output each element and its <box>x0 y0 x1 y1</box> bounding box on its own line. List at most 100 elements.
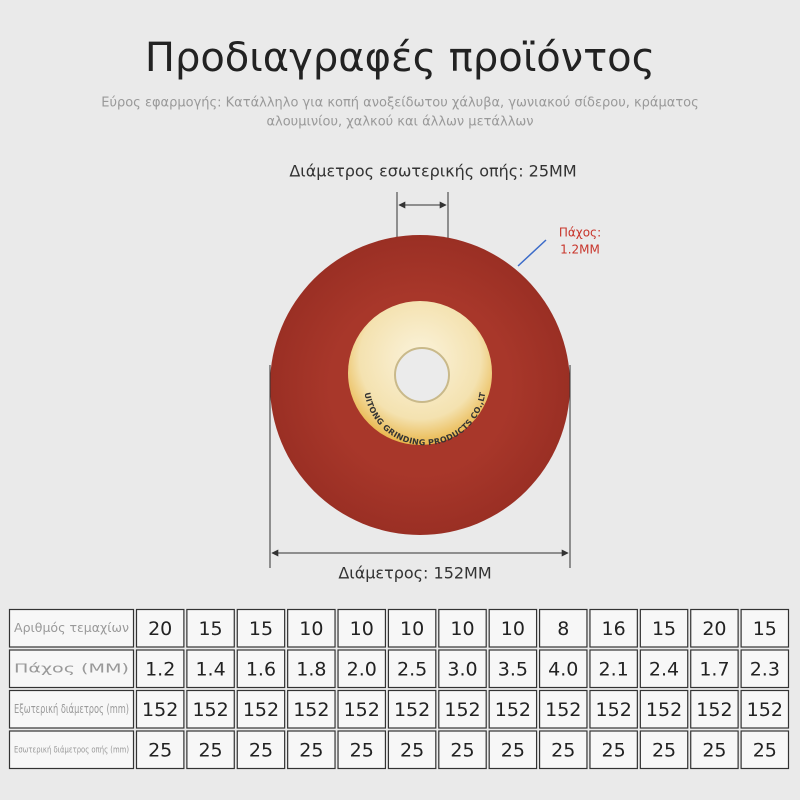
cell <box>438 689 487 729</box>
cell <box>337 608 387 648</box>
cell-value: 20 <box>702 618 726 640</box>
row-header: Πάχος (MM) <box>14 661 129 675</box>
cell-value: 1.8 <box>296 658 326 680</box>
cell <box>690 689 739 729</box>
cell-value: 25 <box>450 739 474 761</box>
cell <box>135 730 185 770</box>
cell <box>438 608 487 648</box>
cell-value: 10 <box>350 618 374 640</box>
cell <box>639 649 689 689</box>
cell <box>639 608 689 648</box>
cell <box>387 689 437 729</box>
cell <box>639 730 689 770</box>
cell-value: 25 <box>753 739 777 761</box>
row-header: Εσωτερική διάμετρος οπής (mm) <box>14 745 129 755</box>
cell <box>488 608 538 648</box>
cell <box>236 689 286 729</box>
cell-value: 152 <box>192 699 228 721</box>
cell-value: 25 <box>551 739 575 761</box>
cell <box>236 649 286 689</box>
cell <box>287 608 336 648</box>
cell <box>438 649 487 689</box>
cell-value: 10 <box>450 618 474 640</box>
cell-value: 2.4 <box>649 658 679 680</box>
cell-value: 25 <box>501 739 525 761</box>
cell-value: 25 <box>350 739 374 761</box>
cell-value: 10 <box>501 618 525 640</box>
title: Προδιαγραφές προϊόντος <box>145 35 655 81</box>
cell <box>8 608 135 648</box>
cell-value: 152 <box>344 699 380 721</box>
cell-value: 25 <box>198 739 222 761</box>
cell <box>8 730 135 770</box>
cell-value: 1.7 <box>699 658 729 680</box>
cell-value: 2.1 <box>599 658 629 680</box>
cell-value: 25 <box>602 739 626 761</box>
cell <box>337 689 387 729</box>
cell <box>387 608 437 648</box>
cell-value: 3.0 <box>447 658 477 680</box>
cell <box>287 730 336 770</box>
cell-value: 10 <box>400 618 424 640</box>
row-header: Αριθμός τεμαχίων <box>14 621 129 635</box>
cell <box>690 649 739 689</box>
cell <box>236 608 286 648</box>
cell <box>287 649 336 689</box>
subtitle: αλουμινίου, χαλκού και άλλων μετάλλων <box>266 115 533 130</box>
cell <box>186 730 235 770</box>
cell-value: 8 <box>557 618 569 640</box>
cell-value: 152 <box>596 699 632 721</box>
cell-value: 2.0 <box>347 658 377 680</box>
cell-value: 152 <box>142 699 178 721</box>
cell-value: 25 <box>249 739 273 761</box>
thickness-label: 1.2MM <box>560 243 600 257</box>
cell-value: 3.5 <box>498 658 528 680</box>
cell-value: 15 <box>753 618 777 640</box>
cell-value: 152 <box>495 699 531 721</box>
hole <box>394 347 450 403</box>
cell <box>740 689 790 729</box>
row-header: Εξωτερική διάμετρος (mm) <box>14 702 129 716</box>
cell <box>589 689 638 729</box>
cell <box>387 649 437 689</box>
cell-value: 20 <box>148 618 172 640</box>
cell-value: 16 <box>602 618 626 640</box>
cell <box>538 649 588 689</box>
cell-value: 152 <box>394 699 430 721</box>
cell-value: 152 <box>293 699 329 721</box>
cell <box>135 689 185 729</box>
cell-value: 152 <box>696 699 732 721</box>
cell-value: 25 <box>652 739 676 761</box>
cell <box>8 689 135 729</box>
cell <box>740 649 790 689</box>
cell <box>589 649 638 689</box>
cell <box>589 608 638 648</box>
cell-value: 152 <box>747 699 783 721</box>
cell <box>287 689 336 729</box>
cell <box>639 689 689 729</box>
cell <box>538 730 588 770</box>
cell-value: 152 <box>243 699 279 721</box>
cell <box>488 689 538 729</box>
cell <box>438 730 487 770</box>
table: Αριθμός τεμαχίων 20 15 15 10 10 10 10 10 8 16 15 20 1… <box>8 608 790 770</box>
cell <box>690 730 739 770</box>
cell-value: 152 <box>444 699 480 721</box>
cell <box>538 608 588 648</box>
cell-value: 15 <box>198 618 222 640</box>
subtitle: Εύρος εφαρμογής: Κατάλληλο για κοπή ανοξ… <box>101 96 699 111</box>
cell <box>690 608 739 648</box>
cell <box>135 649 185 689</box>
cell <box>387 730 437 770</box>
cell <box>236 730 286 770</box>
cell <box>488 649 538 689</box>
cell-value: 25 <box>299 739 323 761</box>
cell <box>186 689 235 729</box>
cell <box>740 608 790 648</box>
cell-value: 15 <box>652 618 676 640</box>
cell-value: 152 <box>646 699 682 721</box>
thickness-label: Πάχος: <box>559 226 601 240</box>
cell <box>186 649 235 689</box>
